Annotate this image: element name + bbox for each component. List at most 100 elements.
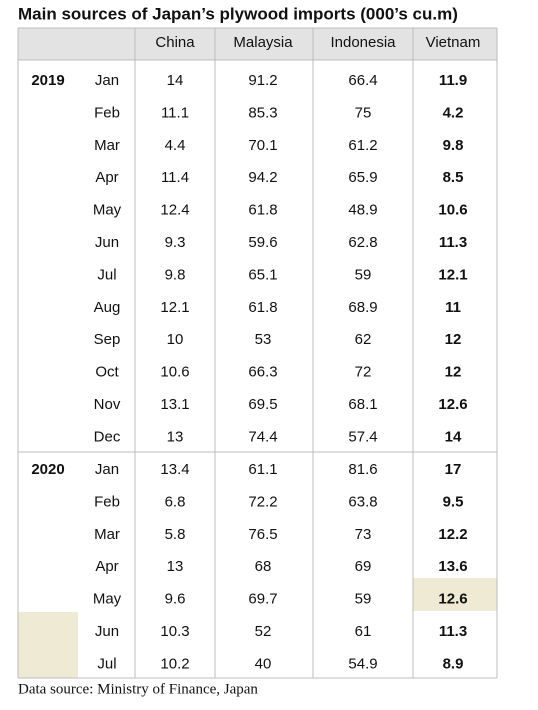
month-label: Feb [94,493,120,510]
month-label: Oct [95,364,119,381]
cell-value: 66.3 [248,364,277,381]
cell-value: 63.8 [348,493,377,510]
month-label: Sep [94,331,121,348]
month-label: May [93,591,122,608]
cell-value: 66.4 [348,72,377,89]
cell-value: 11.4 [161,169,189,186]
footnote: Data source: Ministry of Finance, Japan [18,681,258,697]
cell-value: 9.3 [165,234,186,251]
highlight [413,578,497,611]
month-label: Jun [95,234,119,251]
cell-value: 4.2 [443,104,464,121]
cell-value: 12.6 [438,396,467,413]
cell-value: 12 [445,364,462,381]
cell-value: 62.8 [348,234,377,251]
cell-value: 11.9 [439,72,467,89]
cell-value: 73 [355,526,372,543]
cell-value: 10.3 [160,623,189,640]
column-header: Malaysia [233,34,293,51]
cell-value: 59 [355,266,372,283]
cell-value: 65.9 [348,169,377,186]
cell-value: 12.2 [438,526,467,543]
cell-value: 10 [167,331,184,348]
month-label: May [93,202,122,219]
cell-value: 48.9 [348,202,377,219]
cell-value: 5.8 [165,526,186,543]
cell-value: 57.4 [348,428,377,445]
cell-value: 94.2 [248,169,277,186]
cell-value: 62 [355,331,372,348]
cell-value: 11.1 [161,104,189,121]
cell-value: 59.6 [248,234,277,251]
year-label: 2020 [31,461,64,478]
cell-value: 61.1 [248,461,277,478]
cell-value: 9.8 [165,266,186,283]
cell-value: 13 [167,428,184,445]
month-label: Dec [94,428,121,445]
cell-value: 13 [167,558,184,575]
cell-value: 68.9 [348,299,377,316]
cell-value: 76.5 [248,526,277,543]
cell-value: 59 [355,591,372,608]
cell-value: 4.4 [165,137,186,154]
cell-value: 70.1 [248,137,277,154]
cell-value: 13.6 [438,558,467,575]
cell-value: 8.5 [443,169,464,186]
month-label: Aug [94,299,121,316]
cell-value: 8.9 [443,655,464,672]
month-label: Apr [95,169,118,186]
cell-value: 61.2 [348,137,377,154]
cell-value: 13.1 [160,396,189,413]
month-label: Mar [94,137,120,154]
month-label: Jul [97,655,116,672]
cell-value: 13.4 [160,461,189,478]
cell-value: 6.8 [165,493,186,510]
cell-value: 54.9 [348,655,377,672]
cell-value: 91.2 [248,72,277,89]
cell-value: 81.6 [348,461,377,478]
cell-value: 12.4 [160,202,189,219]
cell-value: 68.1 [348,396,377,413]
cell-value: 69.7 [248,591,277,608]
cell-value: 75 [355,104,372,121]
cell-value: 11.3 [439,234,467,251]
cell-value: 74.4 [248,428,277,445]
year-label: 2019 [31,72,64,89]
cell-value: 68 [255,558,272,575]
cell-value: 17 [445,461,462,478]
cell-value: 11.3 [439,623,467,640]
cell-value: 9.5 [443,493,464,510]
cell-value: 12 [445,331,462,348]
cell-value: 69 [355,558,372,575]
cell-value: 11 [445,299,461,316]
cell-value: 10.6 [160,364,189,381]
header-background [18,28,497,60]
cell-value: 72.2 [248,493,277,510]
cell-value: 9.8 [443,137,464,154]
month-label: Jul [97,266,116,283]
month-label: Jan [95,72,119,89]
cell-value: 10.6 [438,202,467,219]
cell-value: 61.8 [248,299,277,316]
cell-value: 85.3 [248,104,277,121]
column-header: Indonesia [330,34,396,51]
month-label: Jan [95,461,119,478]
cell-value: 12.1 [438,266,467,283]
cell-value: 69.5 [248,396,277,413]
cell-value: 61.8 [248,202,277,219]
cell-value: 72 [355,364,372,381]
title: Main sources of Japan’s plywood imports … [18,4,458,23]
cell-value: 14 [167,72,184,89]
cell-value: 14 [445,428,462,445]
month-label: Feb [94,104,120,121]
cell-value: 40 [255,655,272,672]
cell-value: 12.6 [438,591,467,608]
cell-value: 12.1 [160,299,189,316]
cell-value: 9.6 [165,591,186,608]
column-header: China [155,34,195,51]
cell-value: 52 [255,623,272,640]
month-label: Mar [94,526,120,543]
cell-value: 65.1 [248,266,277,283]
